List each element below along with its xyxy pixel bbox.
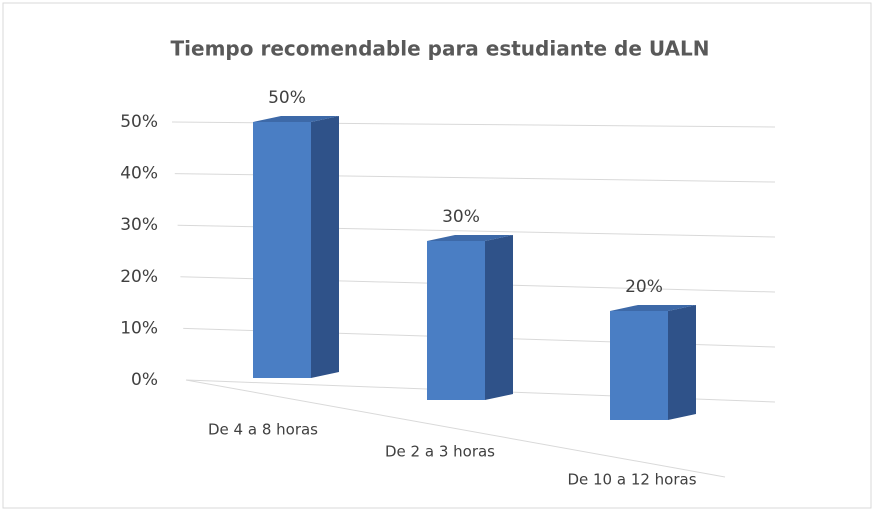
x-tick-label: De 4 a 8 horas bbox=[208, 421, 318, 439]
y-tick-label: 20% bbox=[120, 267, 158, 287]
y-tick-label: 10% bbox=[120, 318, 158, 338]
bar bbox=[427, 241, 485, 400]
bar-side bbox=[668, 305, 696, 420]
bar-top bbox=[610, 305, 696, 311]
bar-side bbox=[485, 235, 513, 400]
chart-title: Tiempo recomendable para estudiante de U… bbox=[171, 37, 710, 61]
bar-top bbox=[253, 116, 339, 122]
y-tick-label: 0% bbox=[131, 370, 158, 390]
x-tick-label: De 2 a 3 horas bbox=[385, 443, 495, 461]
y-tick-label: 50% bbox=[120, 112, 158, 132]
y-tick-label: 30% bbox=[120, 215, 158, 235]
bar-side bbox=[311, 116, 339, 378]
floor-edge bbox=[185, 379, 726, 478]
y-tick-label: 40% bbox=[120, 164, 158, 184]
value-label: 30% bbox=[442, 207, 480, 227]
bar bbox=[610, 311, 668, 420]
bar-top bbox=[427, 235, 513, 241]
x-tick-label: De 10 a 12 horas bbox=[567, 471, 696, 489]
value-label: 20% bbox=[625, 277, 663, 297]
value-label: 50% bbox=[268, 88, 306, 108]
bar bbox=[253, 122, 311, 378]
